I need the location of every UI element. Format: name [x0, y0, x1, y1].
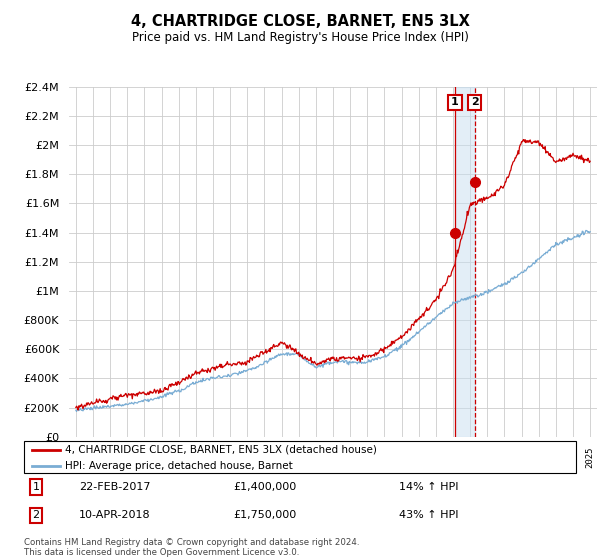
Text: 43% ↑ HPI: 43% ↑ HPI	[400, 510, 459, 520]
Text: £1,400,000: £1,400,000	[234, 482, 297, 492]
Text: 1: 1	[451, 97, 459, 108]
Text: 1: 1	[32, 482, 40, 492]
Text: 10-APR-2018: 10-APR-2018	[79, 510, 151, 520]
Text: 4, CHARTRIDGE CLOSE, BARNET, EN5 3LX: 4, CHARTRIDGE CLOSE, BARNET, EN5 3LX	[131, 14, 469, 29]
Text: 4, CHARTRIDGE CLOSE, BARNET, EN5 3LX (detached house): 4, CHARTRIDGE CLOSE, BARNET, EN5 3LX (de…	[65, 445, 377, 455]
Text: 2: 2	[471, 97, 479, 108]
Text: £1,750,000: £1,750,000	[234, 510, 297, 520]
Text: HPI: Average price, detached house, Barnet: HPI: Average price, detached house, Barn…	[65, 461, 293, 471]
FancyBboxPatch shape	[24, 441, 576, 473]
Text: Price paid vs. HM Land Registry's House Price Index (HPI): Price paid vs. HM Land Registry's House …	[131, 31, 469, 44]
Text: Contains HM Land Registry data © Crown copyright and database right 2024.
This d: Contains HM Land Registry data © Crown c…	[24, 538, 359, 557]
Text: 14% ↑ HPI: 14% ↑ HPI	[400, 482, 459, 492]
Text: 2: 2	[32, 510, 40, 520]
Bar	[455, 87, 475, 437]
Text: 22-FEB-2017: 22-FEB-2017	[79, 482, 151, 492]
